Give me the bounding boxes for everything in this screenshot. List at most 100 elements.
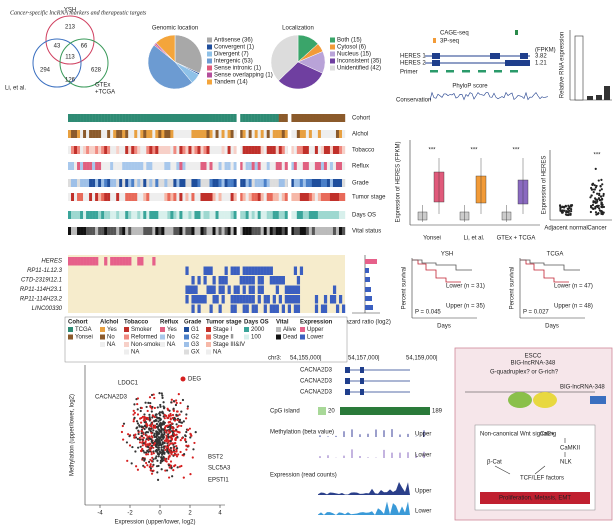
shape — [125, 211, 129, 219]
label: HERES 1 — [400, 54, 426, 60]
dot — [132, 413, 135, 416]
shape — [161, 227, 165, 235]
shape — [200, 114, 204, 122]
shape — [266, 227, 270, 235]
dot — [160, 428, 163, 431]
shape — [233, 179, 237, 187]
shape — [227, 146, 231, 154]
shape — [71, 162, 75, 170]
shape — [224, 114, 228, 122]
shape — [194, 227, 198, 235]
shape — [212, 179, 216, 187]
dot — [150, 427, 153, 430]
label: Li, et al. — [5, 86, 26, 92]
shape — [107, 227, 111, 235]
shape — [293, 193, 298, 201]
shape — [215, 211, 219, 219]
label: SLC5A3 — [208, 466, 231, 472]
shape — [89, 227, 93, 235]
shape — [311, 162, 316, 170]
label: CACNA2D3 — [300, 379, 333, 385]
shape — [167, 211, 171, 219]
shape — [345, 367, 350, 373]
dot — [568, 209, 571, 212]
dot — [145, 405, 148, 409]
shape — [188, 227, 192, 235]
shape — [200, 179, 204, 187]
dot — [141, 447, 144, 451]
label: Hazard ratio (log2) — [341, 320, 391, 326]
shape — [335, 179, 340, 187]
shape — [293, 304, 298, 313]
shape — [251, 227, 255, 235]
label: Days — [545, 324, 559, 330]
shape — [275, 193, 279, 201]
shape — [263, 130, 267, 138]
label: Alchol — [352, 132, 368, 138]
shape — [323, 227, 328, 235]
shape — [80, 257, 84, 266]
dot — [601, 204, 604, 207]
shape — [320, 227, 325, 235]
dot — [155, 455, 158, 458]
shape — [278, 114, 282, 122]
dot — [136, 402, 139, 406]
shape — [128, 193, 132, 201]
shape — [275, 211, 279, 219]
dot — [175, 455, 179, 458]
shape — [194, 130, 198, 138]
shape — [224, 193, 228, 201]
shape — [233, 304, 237, 313]
dot — [145, 461, 148, 465]
shape — [275, 227, 279, 235]
shape — [242, 211, 246, 219]
shape — [326, 114, 331, 122]
dot — [143, 415, 146, 419]
dot — [155, 413, 158, 416]
shape — [227, 114, 231, 122]
shape — [245, 295, 249, 304]
shape — [308, 211, 313, 219]
shape — [207, 79, 212, 85]
label: Tandem (14) — [214, 80, 248, 86]
dot — [149, 467, 153, 470]
shape — [100, 342, 105, 347]
shape — [230, 146, 234, 154]
shape — [230, 162, 234, 170]
shape — [284, 130, 288, 138]
dot — [569, 213, 572, 216]
dot — [152, 458, 155, 461]
shape — [206, 146, 210, 154]
shape — [299, 211, 304, 219]
shape — [200, 146, 204, 154]
shape — [317, 211, 322, 219]
shape — [207, 65, 212, 71]
dot — [169, 464, 172, 467]
dot — [152, 393, 155, 396]
shape — [89, 162, 93, 170]
dot — [140, 432, 143, 435]
dot — [160, 446, 163, 449]
label: Stage II — [213, 335, 234, 341]
shape — [233, 193, 237, 201]
shape — [251, 295, 255, 304]
shape — [185, 130, 189, 138]
shape — [134, 227, 138, 235]
shape — [68, 114, 72, 122]
shape — [184, 334, 189, 340]
shape — [233, 130, 237, 138]
label: TCGA — [547, 252, 564, 258]
dot — [167, 435, 170, 438]
shape — [263, 162, 267, 170]
dot — [593, 184, 596, 187]
shape — [272, 295, 276, 304]
shape — [296, 193, 301, 201]
dot — [161, 394, 164, 397]
dot — [172, 469, 175, 472]
dot — [155, 439, 158, 442]
shape — [275, 276, 279, 285]
shape — [335, 304, 340, 313]
shape — [305, 211, 310, 219]
dot — [565, 209, 569, 213]
dot — [175, 413, 178, 416]
